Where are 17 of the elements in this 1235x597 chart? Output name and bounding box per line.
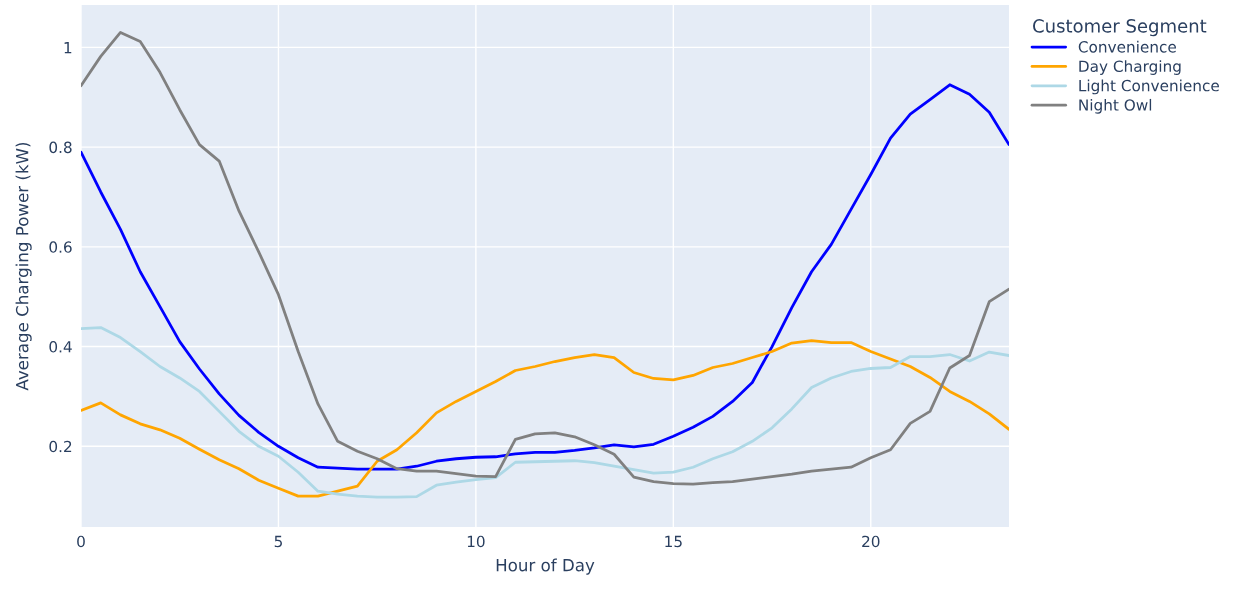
- legend-label: Night Owl: [1079, 98, 1152, 114]
- x-tick-label: 5: [274, 535, 282, 548]
- y-tick-label: 0.4: [49, 341, 72, 353]
- x-tick-label: 15: [665, 535, 682, 548]
- x-tick-label: 20: [862, 535, 880, 548]
- y-tick-label: 0.2: [49, 440, 72, 453]
- legend-label: Light Convenience: [1079, 79, 1219, 95]
- y-axis-title: Average Charging Power (kW): [15, 142, 32, 391]
- x-axis-title: Hour of Day: [496, 558, 595, 575]
- x-tick-label: 0: [77, 535, 85, 548]
- legend-title: Customer Segment: [1033, 19, 1207, 37]
- legend-label: Convenience: [1078, 40, 1176, 53]
- x-tick-label: 10: [467, 535, 485, 548]
- y-tick-label: 0.8: [49, 141, 72, 154]
- y-tick-label: 0.6: [49, 241, 72, 253]
- legend-label: Day Charging: [1079, 60, 1181, 75]
- y-tick-label: 1: [64, 42, 72, 54]
